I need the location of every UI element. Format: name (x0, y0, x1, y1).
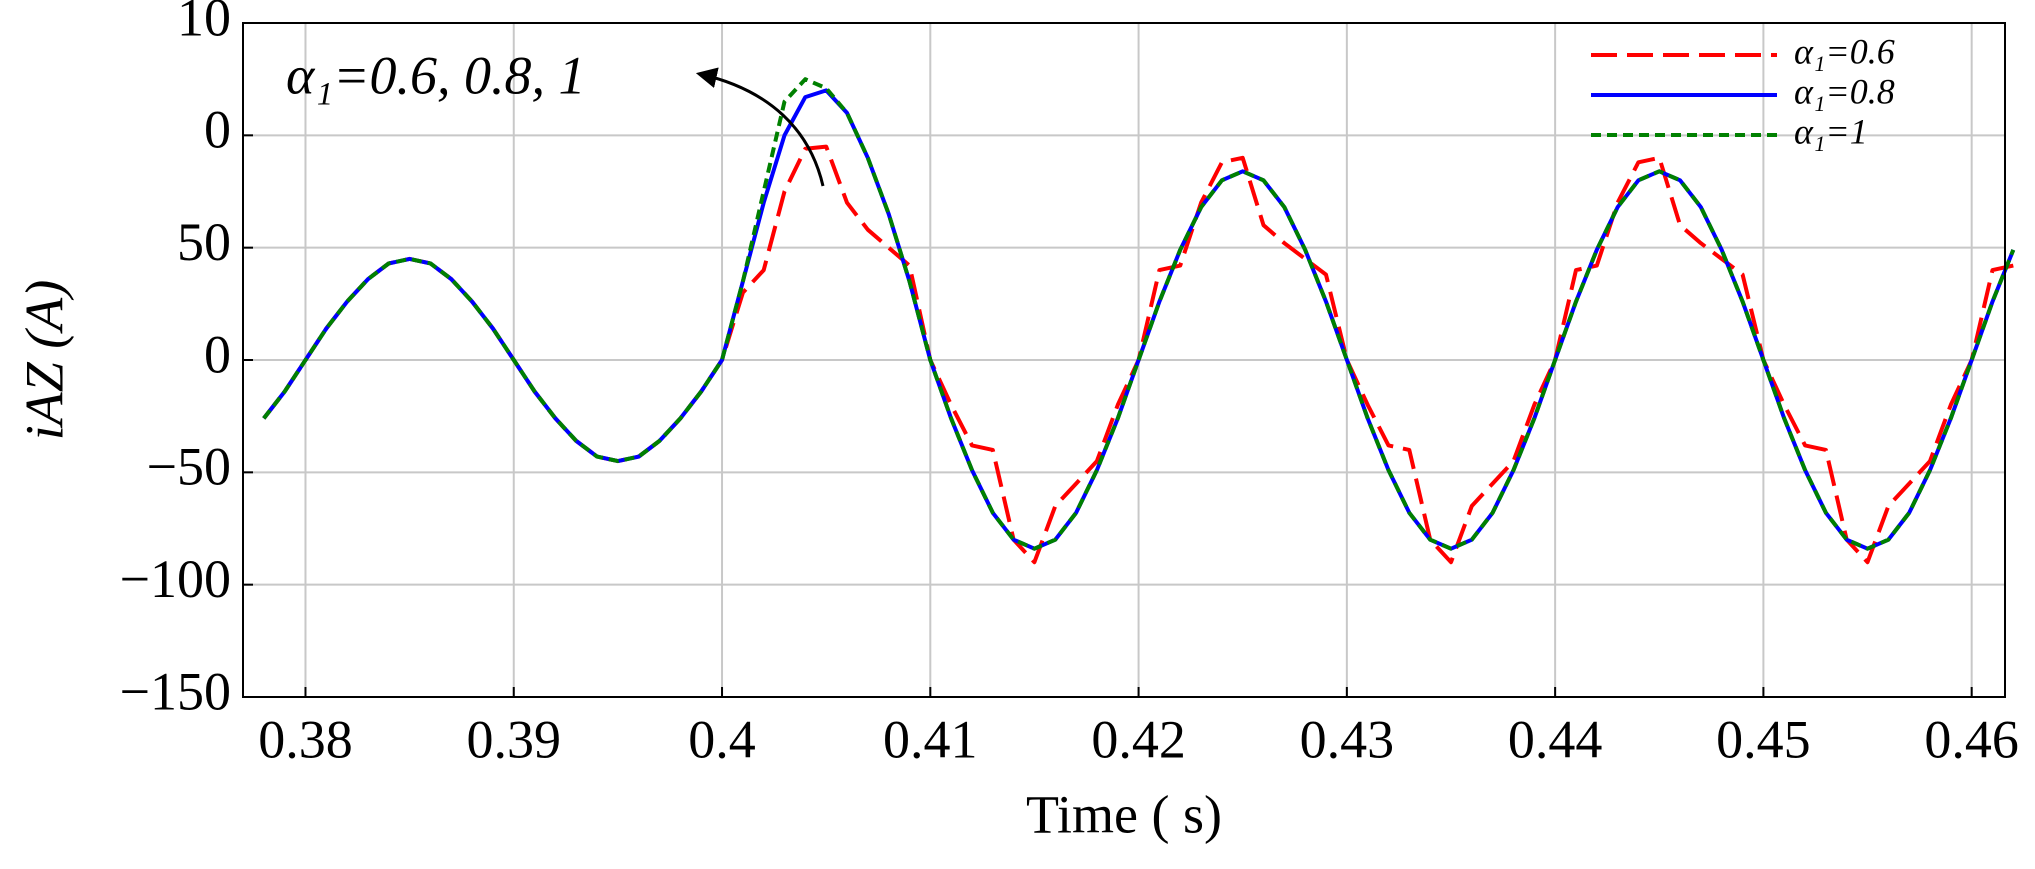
lines (262, 77, 2016, 565)
x-tick-label: 0.4 (688, 709, 756, 769)
x-tick-label: 0.38 (258, 709, 353, 769)
y-tick-label: −50 (147, 437, 231, 497)
x-tick-label: 0.44 (1508, 709, 1603, 769)
y-tick-label: 50 (177, 212, 231, 272)
legend: α₁=0.6α₁=0.8α₁=1 (1591, 31, 1895, 151)
y-tick-label: 10 (177, 0, 231, 47)
y-tick-label: 0 (204, 324, 231, 384)
x-tick-label: 0.39 (467, 709, 562, 769)
annotation-arrow (695, 67, 825, 187)
series-line (262, 88, 2016, 551)
y-axis-label: iAZ (A) (14, 280, 74, 440)
x-axis-label: Time ( s) (1026, 784, 1222, 844)
x-tick-label: 0.43 (1300, 709, 1395, 769)
grid (243, 22, 2005, 698)
x-tick-label: 0.41 (883, 709, 978, 769)
legend-label: α₁=0.6 (1794, 31, 1895, 71)
legend-label: α₁=0.8 (1794, 71, 1895, 111)
y-tick-label: 0 (204, 100, 231, 160)
y-tick-label: −150 (120, 661, 231, 721)
annotation: α₁=0.6, 0.8, 1 (286, 45, 586, 105)
x-tick-label: 0.45 (1716, 709, 1811, 769)
x-tick-label: 0.42 (1091, 709, 1186, 769)
x-tick-label: 0.46 (1924, 709, 2019, 769)
legend-label: α₁=1 (1794, 111, 1868, 151)
y-tick-label: −100 (120, 549, 231, 609)
